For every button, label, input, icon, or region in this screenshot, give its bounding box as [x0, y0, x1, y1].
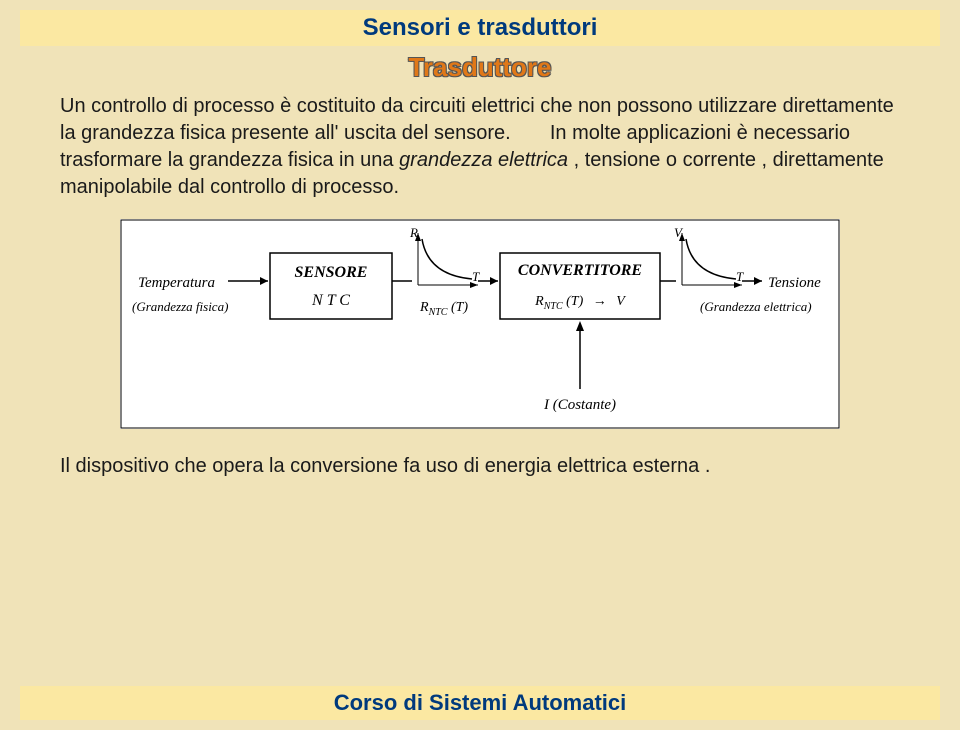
para2-emphasis: grandezza elettrica — [399, 149, 568, 171]
curve1-y: R — [409, 225, 418, 240]
subtitle-wrap: Trasduttore — [0, 52, 960, 83]
title-bar: Sensori e trasduttori — [20, 10, 940, 46]
footnote-a: Il dispositivo che opera la conversione … — [60, 455, 485, 477]
footer-text: Corso di Sistemi Automatici — [334, 690, 627, 715]
footer-bar: Corso di Sistemi Automatici — [20, 686, 940, 720]
box1-top: SENSORE — [295, 264, 368, 281]
page-title: Sensori e trasduttori — [363, 14, 598, 41]
left-label-top: Temperatura — [138, 275, 215, 291]
footnote-b: energia elettrica esterna — [485, 455, 700, 477]
bottom-label: I (Costante) — [543, 397, 616, 413]
body-paragraph: Un controllo di processo è costituito da… — [60, 93, 900, 201]
right-label-bottom: (Grandezza elettrica) — [700, 299, 812, 314]
subtitle: Trasduttore — [408, 52, 551, 82]
right-label-top: Tensione — [768, 275, 821, 291]
transducer-diagram: Temperatura (Grandezza fisica) SENSORE N… — [120, 219, 840, 429]
footnote: Il dispositivo che opera la conversione … — [60, 453, 900, 480]
left-label-bottom: (Grandezza fisica) — [132, 299, 228, 314]
box2-top: CONVERTITORE — [518, 262, 642, 279]
box-sensore — [270, 253, 392, 319]
diagram-bg — [120, 219, 840, 429]
box1-bottom: N T C — [311, 292, 350, 309]
footnote-c: . — [699, 455, 710, 477]
